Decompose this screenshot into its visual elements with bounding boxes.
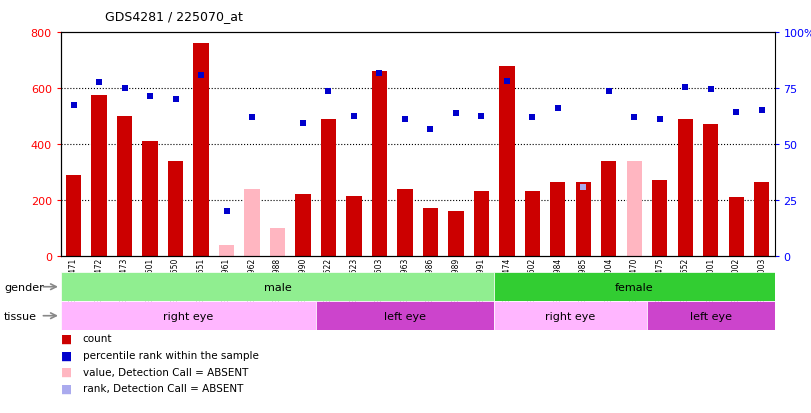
Text: tissue: tissue: [4, 311, 37, 321]
Bar: [494, 273, 775, 301]
Text: ■: ■: [61, 349, 72, 362]
Text: gender: gender: [4, 282, 44, 292]
Bar: [474, 192, 489, 256]
Bar: [143, 142, 157, 256]
Bar: [321, 119, 336, 256]
Bar: [117, 116, 132, 256]
Text: male: male: [264, 282, 291, 292]
Bar: [448, 211, 464, 256]
Bar: [219, 245, 234, 256]
Bar: [728, 197, 744, 256]
Bar: [61, 301, 315, 330]
Bar: [423, 209, 438, 256]
Bar: [244, 189, 260, 256]
Bar: [270, 228, 285, 256]
Bar: [652, 181, 667, 256]
Bar: [61, 273, 494, 301]
Bar: [601, 161, 616, 256]
Bar: [295, 195, 311, 256]
Text: left eye: left eye: [690, 311, 732, 321]
Bar: [525, 192, 540, 256]
Bar: [193, 44, 208, 256]
Text: ■: ■: [61, 365, 72, 378]
Text: ■: ■: [61, 332, 72, 345]
Text: percentile rank within the sample: percentile rank within the sample: [83, 350, 259, 360]
Bar: [500, 66, 514, 256]
Bar: [647, 301, 775, 330]
Text: right eye: right eye: [163, 311, 213, 321]
Text: value, Detection Call = ABSENT: value, Detection Call = ABSENT: [83, 367, 248, 377]
Bar: [627, 161, 642, 256]
Bar: [92, 96, 107, 256]
Bar: [576, 182, 591, 256]
Bar: [397, 189, 413, 256]
Text: rank, Detection Call = ABSENT: rank, Detection Call = ABSENT: [83, 383, 243, 393]
Text: right eye: right eye: [546, 311, 596, 321]
Text: female: female: [615, 282, 654, 292]
Text: GDS4281 / 225070_at: GDS4281 / 225070_at: [105, 10, 243, 23]
Text: left eye: left eye: [384, 311, 426, 321]
Text: count: count: [83, 334, 112, 344]
Bar: [315, 301, 494, 330]
Bar: [168, 161, 183, 256]
Bar: [703, 125, 719, 256]
Bar: [346, 196, 362, 256]
Bar: [494, 301, 647, 330]
Bar: [66, 175, 81, 256]
Text: ■: ■: [61, 382, 72, 395]
Bar: [550, 182, 565, 256]
Bar: [678, 119, 693, 256]
Bar: [754, 182, 770, 256]
Bar: [371, 72, 387, 256]
